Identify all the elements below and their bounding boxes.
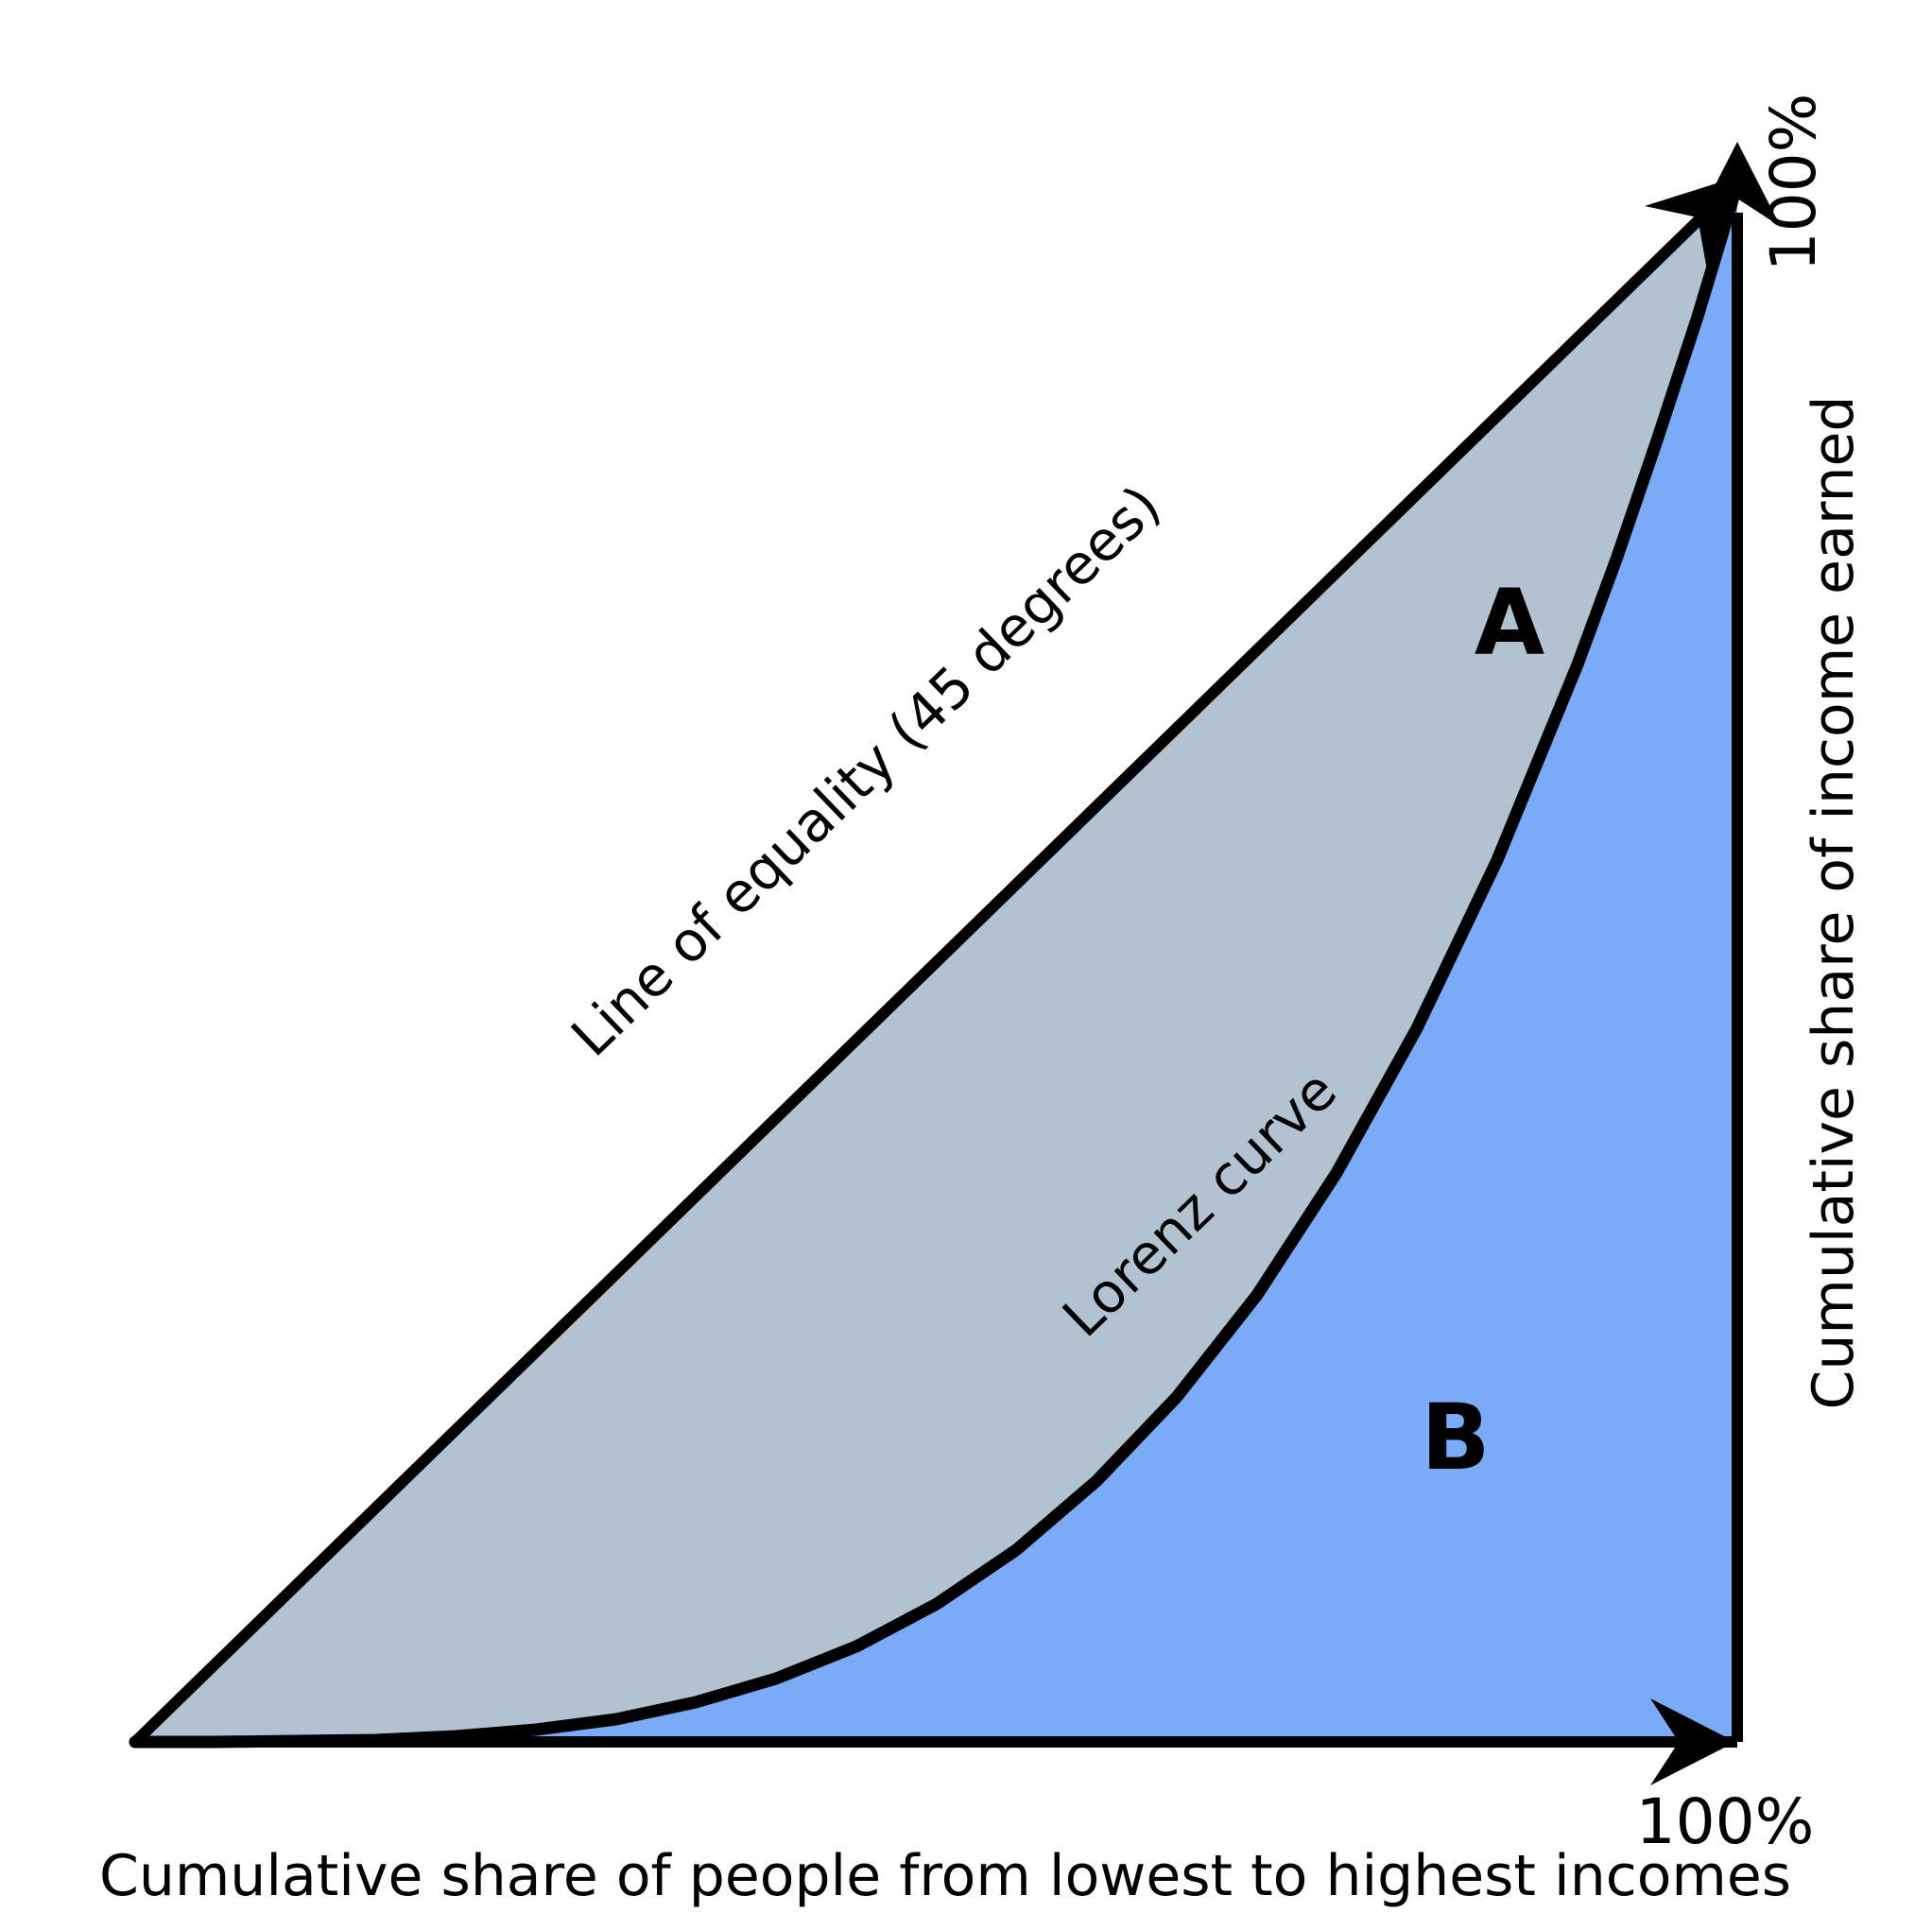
area-b-region [135,184,1737,1742]
area-a-label: A [1475,570,1544,676]
y-axis-title: Cumulative share of income earned [1801,396,1867,1410]
x-axis-max-label: 100% [1636,1785,1815,1858]
x-axis-title: Cumulative share of people from lowest t… [99,1843,1791,1909]
y-axis-arrowhead-icon [1694,142,1781,227]
y-axis-max-label: 100% [1757,94,1830,272]
line-of-equality [130,213,1706,1747]
x-axis-arrowhead-icon [1650,1698,1735,1785]
area-b-label: B [1421,1385,1490,1491]
